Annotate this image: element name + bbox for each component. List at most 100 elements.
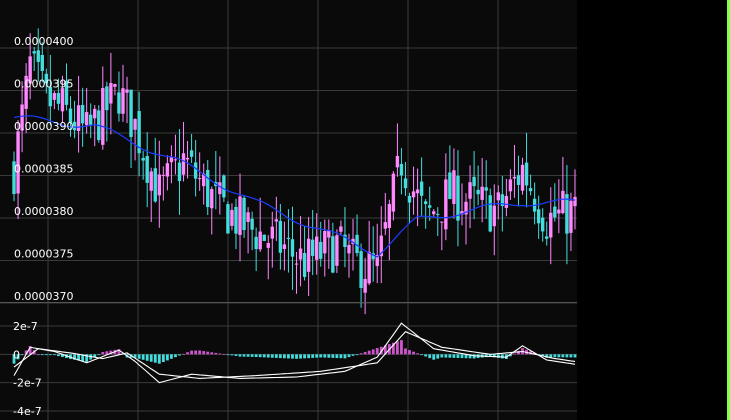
candle-body bbox=[113, 83, 117, 87]
macd-histogram-bar bbox=[282, 354, 286, 359]
candle-body bbox=[105, 86, 109, 111]
candle-body bbox=[399, 163, 404, 176]
macd-histogram-bar bbox=[52, 354, 56, 356]
candle-body bbox=[484, 187, 488, 191]
candle-body bbox=[137, 111, 141, 154]
candle-body bbox=[440, 221, 444, 223]
candle-body bbox=[64, 80, 69, 105]
candle-body bbox=[32, 51, 36, 54]
candle-body bbox=[524, 162, 529, 186]
macd-line bbox=[13, 322, 576, 384]
y-tick-label: 0.0000380 bbox=[14, 205, 74, 218]
candle-body bbox=[129, 89, 133, 137]
candle-body bbox=[423, 201, 428, 205]
macd-histogram-bar bbox=[472, 354, 476, 359]
macd-histogram-bar bbox=[379, 346, 383, 355]
candle-body bbox=[335, 235, 339, 266]
macd-histogram-bar bbox=[73, 354, 76, 360]
macd-histogram-bar bbox=[101, 351, 105, 355]
y-tick-label: 0.0000390 bbox=[14, 120, 74, 133]
macd-histogram-bar bbox=[77, 354, 81, 361]
macd-histogram-bar bbox=[137, 354, 141, 359]
macd-histogram-bar bbox=[569, 354, 573, 358]
candle-body bbox=[428, 205, 432, 208]
candle-body bbox=[133, 119, 137, 130]
macd-histogram-bar bbox=[416, 353, 420, 355]
candle-body bbox=[565, 194, 569, 234]
candle-body bbox=[302, 252, 307, 277]
macd-histogram-bar bbox=[391, 342, 395, 355]
macd-histogram-bar bbox=[81, 354, 85, 362]
macd-histogram-bar bbox=[492, 354, 496, 358]
macd-histogram-bar bbox=[12, 354, 16, 364]
candle-body bbox=[573, 196, 577, 207]
macd-histogram-bar bbox=[541, 354, 545, 357]
macd-histogram-bar bbox=[436, 354, 440, 359]
candle-body bbox=[189, 150, 194, 157]
macd-histogram-bar bbox=[500, 354, 504, 359]
macd-histogram-bar bbox=[367, 350, 371, 355]
candle-body bbox=[286, 237, 291, 239]
candle-body bbox=[375, 254, 379, 267]
macd-histogram-bar bbox=[287, 354, 290, 359]
macd-histogram-bar bbox=[291, 354, 294, 359]
candle-body bbox=[44, 73, 48, 84]
macd-histogram-bar bbox=[242, 354, 246, 357]
candle-body bbox=[12, 161, 16, 194]
macd-histogram-bar bbox=[226, 354, 230, 356]
candle-body bbox=[492, 205, 496, 227]
macd-histogram-bar bbox=[565, 354, 569, 358]
macd-histogram-bar bbox=[169, 354, 173, 359]
right-border bbox=[727, 0, 730, 420]
candle-body bbox=[36, 50, 40, 62]
candle-body bbox=[407, 195, 412, 203]
y-tick-label: 0.0000395 bbox=[14, 78, 74, 91]
macd-histogram-bar bbox=[307, 354, 311, 359]
moving-average-line bbox=[13, 115, 576, 258]
candle-body bbox=[331, 236, 335, 273]
signal-line bbox=[13, 331, 576, 379]
candle-body bbox=[549, 212, 553, 238]
macd-histogram-bar bbox=[343, 354, 347, 359]
candle-body bbox=[153, 168, 157, 202]
macd-histogram-bar bbox=[250, 354, 254, 357]
macd-histogram-bar bbox=[295, 354, 298, 359]
macd-histogram-bar bbox=[383, 345, 387, 355]
macd-histogram-bar bbox=[218, 353, 222, 355]
candle-body bbox=[60, 88, 65, 112]
macd-histogram-bar bbox=[557, 354, 561, 358]
macd-histogram-bar bbox=[335, 354, 339, 359]
macd-histogram-bar bbox=[157, 354, 161, 364]
candle-body bbox=[242, 197, 246, 231]
macd-histogram-bar bbox=[468, 354, 472, 359]
candle-body bbox=[28, 56, 32, 84]
macd-histogram-bar bbox=[165, 354, 169, 361]
macd-histogram-bar bbox=[40, 354, 44, 356]
y-tick-label: 0.0000385 bbox=[14, 163, 74, 176]
macd-histogram-bar bbox=[24, 350, 28, 355]
macd-histogram-bar bbox=[408, 350, 411, 355]
macd-histogram-bar bbox=[238, 354, 242, 357]
macd-histogram-bar bbox=[174, 354, 177, 358]
candle-body bbox=[343, 234, 347, 248]
candle-body bbox=[24, 75, 28, 109]
macd-panel bbox=[12, 322, 577, 384]
candle-body bbox=[278, 220, 283, 253]
candle-body bbox=[379, 235, 383, 257]
macd-histogram-bar bbox=[206, 351, 210, 355]
macd-histogram-bar bbox=[266, 354, 270, 358]
candle-body bbox=[355, 234, 359, 254]
candle-body bbox=[464, 201, 468, 215]
macd-histogram-bar bbox=[375, 348, 379, 355]
macd-histogram-bar bbox=[517, 350, 520, 355]
macd-y-tick-label: 2e-7 bbox=[13, 320, 38, 333]
candle-body bbox=[383, 222, 387, 229]
macd-histogram-bar bbox=[323, 354, 327, 358]
candle-body bbox=[141, 157, 145, 161]
macd-histogram-bar bbox=[553, 354, 557, 358]
candle-body bbox=[20, 104, 24, 131]
candle-body bbox=[16, 131, 20, 194]
candle-body bbox=[339, 226, 343, 232]
candle-body bbox=[569, 200, 573, 233]
